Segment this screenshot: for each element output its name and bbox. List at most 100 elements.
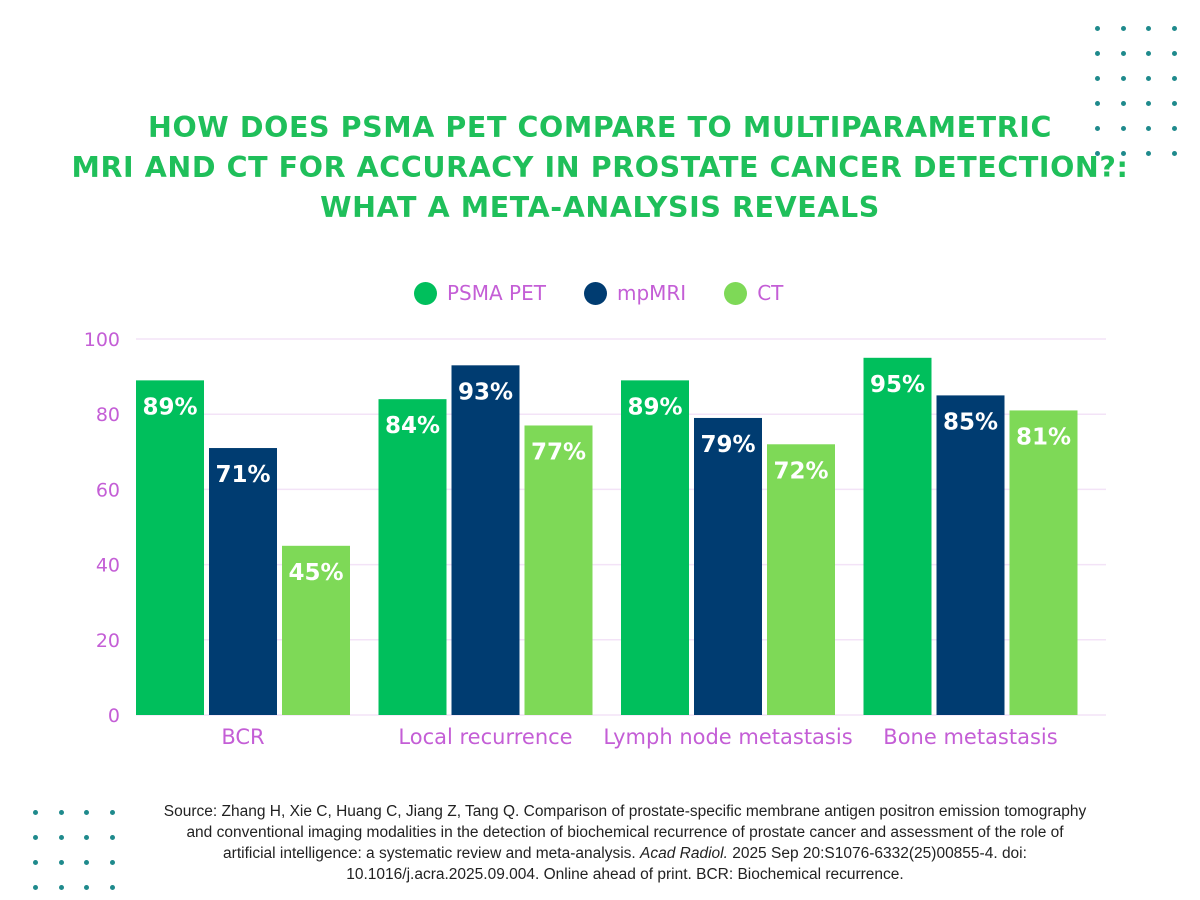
bar-mpmri	[451, 365, 520, 715]
chart-title-line: WHAT A META-ANALYSIS REVEALS	[320, 191, 880, 224]
decorative-dot	[1120, 51, 1126, 56]
bar-psma-pet	[136, 380, 204, 715]
data-label: 45%	[288, 560, 343, 586]
decorative-dot	[84, 810, 89, 815]
decorative-dot	[1146, 101, 1151, 106]
decorative-dot	[1095, 51, 1100, 56]
bar-chart: 0 20 40 60 80 100 89% 71% 45% 84% 93% 77% 89% 79% 72%…	[84, 329, 1106, 749]
decorative-dot	[84, 860, 89, 865]
data-label: 95%	[870, 372, 925, 398]
journal-name: Acad Radiol.	[640, 845, 728, 862]
bar-ct	[524, 425, 593, 715]
decorative-dot	[1171, 101, 1177, 106]
decorative-dot	[1120, 26, 1126, 31]
decorative-dot	[1171, 76, 1177, 81]
data-label: 71%	[215, 462, 270, 488]
decorative-dot	[1095, 101, 1100, 106]
bar-ct	[1009, 410, 1078, 715]
decorative-dot	[1146, 76, 1151, 81]
x-axis: BCR Local recurrence Lymph node metastasis…	[221, 725, 1057, 749]
bar-psma-pet	[378, 399, 447, 715]
data-label: 72%	[773, 458, 828, 484]
source-line: artificial intelligence: a systematic re…	[120, 843, 1130, 864]
source-line: Source: Zhang H, Xie C, Huang C, Jiang Z…	[163, 803, 1087, 820]
legend-swatch-ct-icon	[724, 281, 748, 305]
bar-psma-pet	[863, 357, 932, 715]
decorative-dot	[1095, 151, 1100, 156]
decorative-dot	[1171, 26, 1177, 31]
decorative-dot	[1095, 76, 1100, 81]
legend-label: PSMA PET	[447, 281, 546, 305]
legend-label: CT	[757, 281, 784, 305]
decorative-dot	[84, 835, 89, 840]
bars: 89% 71% 45% 84% 93% 77% 89% 79% 72% 95% 85% 81%	[136, 357, 1078, 715]
decorative-dot	[1146, 126, 1151, 131]
x-tick-label: Bone metastasis	[883, 725, 1057, 749]
decorative-dot	[84, 885, 89, 890]
bar-ct	[767, 444, 835, 715]
bar-mpmri	[209, 448, 277, 715]
data-label: 79%	[700, 432, 755, 458]
x-tick-label: Lymph node metastasis	[603, 725, 852, 749]
decorative-dot	[1095, 126, 1100, 131]
chart-title-line: HOW DOES PSMA PET COMPARE TO MULTIPARAME…	[148, 111, 1052, 144]
decorative-dot	[109, 885, 115, 890]
source-text: 2025 Sep 20:S1076-6332(25)00855-4. doi:	[727, 845, 1027, 862]
legend-swatch-mpmri-icon	[583, 281, 607, 305]
y-tick-label: 20	[96, 630, 120, 652]
source-citation: Source: Zhang H, Xie C, Huang C, Jiang Z…	[120, 801, 1130, 885]
bar-ct	[282, 545, 350, 715]
decorative-dot	[33, 835, 38, 840]
decorative-dot	[1095, 26, 1100, 31]
decorative-dot	[58, 810, 64, 815]
y-tick-label: 40	[96, 555, 120, 577]
legend-label: mpMRI	[616, 281, 687, 305]
legend-item-ct: CT	[724, 281, 783, 305]
data-label: 81%	[1016, 424, 1071, 450]
bar-mpmri	[694, 417, 762, 715]
data-label: 77%	[531, 439, 586, 465]
data-label: 85%	[943, 409, 998, 435]
y-axis: 0 20 40 60 80 100	[84, 329, 120, 727]
decorative-dot	[1120, 101, 1126, 106]
data-label: 89%	[142, 394, 197, 420]
decorative-dot	[1120, 126, 1126, 131]
decorative-dot	[58, 885, 64, 890]
x-tick-label: Local recurrence	[398, 725, 572, 749]
decorative-dot	[109, 810, 115, 815]
chart-legend: PSMA PET mpMRI CT	[414, 281, 821, 305]
y-tick-label: 100	[84, 329, 120, 351]
decorative-dot	[33, 810, 38, 815]
y-tick-label: 60	[96, 479, 120, 501]
source-text: artificial intelligence: a systematic re…	[223, 845, 640, 862]
source-line: 10.1016/j.acra.2025.09.004. Online ahead…	[346, 866, 904, 883]
decorative-dot	[1171, 51, 1177, 56]
legend-item-psma-pet: PSMA PET	[414, 281, 546, 305]
source-line: and conventional imaging modalities in t…	[186, 824, 1064, 841]
bar-mpmri	[936, 395, 1005, 715]
data-label: 89%	[627, 394, 682, 420]
decorative-dot	[58, 860, 64, 865]
y-tick-label: 0	[108, 705, 120, 727]
decorative-dot	[33, 860, 38, 865]
decorative-dot	[1120, 76, 1126, 81]
decorative-dot	[33, 885, 38, 890]
x-tick-label: BCR	[221, 725, 264, 749]
decorative-dot	[109, 860, 115, 865]
chart-title: HOW DOES PSMA PET COMPARE TO MULTIPARAME…	[0, 108, 1200, 228]
y-tick-label: 80	[96, 404, 120, 426]
chart-title-line: MRI AND CT FOR ACCURACY IN PROSTATE CANC…	[71, 151, 1129, 184]
decorative-dot	[1146, 51, 1151, 56]
data-label: 84%	[385, 413, 440, 439]
decorative-dot	[1146, 26, 1151, 31]
decorative-dot	[109, 835, 115, 840]
decorative-dot	[1171, 151, 1177, 156]
decorative-dot	[1120, 151, 1126, 156]
decorative-dot	[1146, 151, 1151, 156]
decorative-dot	[58, 835, 64, 840]
decorative-dot	[1171, 126, 1177, 131]
bar-psma-pet	[621, 380, 689, 715]
legend-swatch-psma-pet-icon	[414, 281, 437, 305]
data-label: 93%	[458, 379, 513, 405]
legend-item-mpmri: mpMRI	[583, 281, 687, 305]
